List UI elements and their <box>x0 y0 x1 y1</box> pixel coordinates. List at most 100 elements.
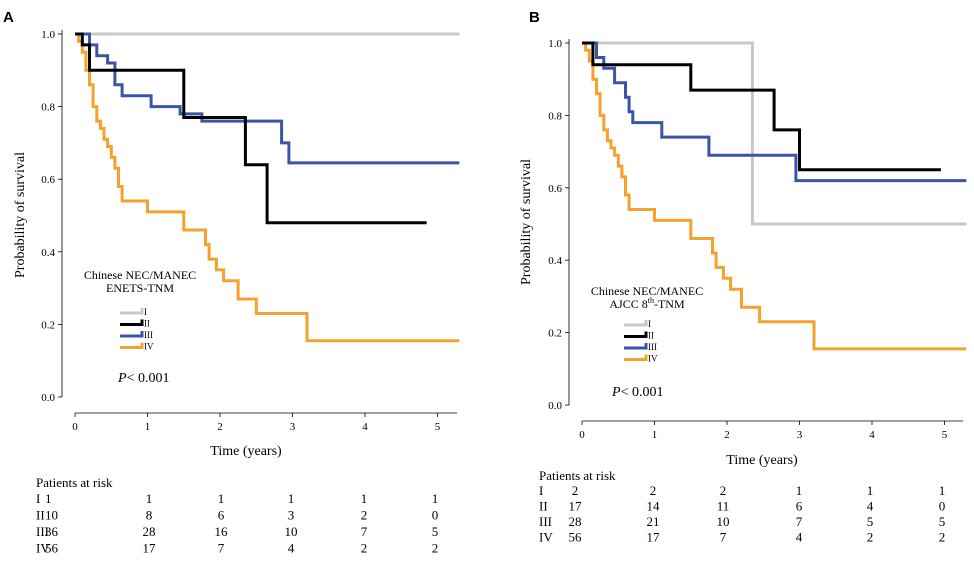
panel-b-risk-cell: 2 <box>720 483 727 498</box>
panel-a-x-axis-title: Time (years) <box>210 444 282 459</box>
panel-a-x-tick-label: 3 <box>290 421 296 433</box>
panel-a-legend-swatch-ii <box>120 319 144 326</box>
panel-b-legend-swatch-iv <box>624 354 648 361</box>
panel-a-risk-cell: 17 <box>143 541 157 556</box>
panel-b-legend-swatch-ii <box>624 331 648 338</box>
panel-a-legend-label-iii: III <box>144 330 153 340</box>
panel-a-risk-cell: 7 <box>361 524 368 539</box>
panel-b: B Probability of survival Time (years) 0… <box>519 9 967 545</box>
panel-b-y-tick-label: 0.2 <box>548 328 562 340</box>
panel-b-risk-cell: 11 <box>717 499 730 514</box>
panel-a-risk-row-label: I <box>36 491 40 506</box>
panel-b-risk-cell: 7 <box>796 514 803 529</box>
panel-a-risk-cell: 8 <box>146 508 153 523</box>
panel-b-risk-cell: 5 <box>939 514 946 529</box>
panel-a-risk-cell: 0 <box>432 508 439 523</box>
panel-a-legend-title-line2: ENETS-TNM <box>106 281 174 295</box>
panel-b-risk-cell: 4 <box>796 530 803 545</box>
panel-b-y-tick-label: 0.4 <box>548 255 562 267</box>
panel-a-y-tick-label: 0.8 <box>41 102 55 114</box>
panel-a-risk-table-title: Patients at risk <box>36 475 113 490</box>
panel-a-legend-swatch-i <box>120 308 144 315</box>
panel-b-y-tick-label: 0.6 <box>548 183 562 195</box>
panel-a-risk-row-label: III <box>36 524 49 539</box>
panel-a-x-tick-label: 5 <box>435 421 441 433</box>
panel-a-risk-cell: 6 <box>218 508 225 523</box>
panel-a-curve-iii <box>75 32 460 165</box>
panel-a-curve-iv <box>75 32 460 343</box>
panel-b-risk-cell: 21 <box>647 514 660 529</box>
panel-b-risk-cell: 0 <box>939 499 946 514</box>
panel-a-x-tick-label: 4 <box>362 421 368 433</box>
panel-b-x-tick-label: 0 <box>579 429 585 441</box>
panel-a-risk-cell: 2 <box>361 508 368 523</box>
panel-b-y-tick-label: 1.0 <box>548 38 562 50</box>
panel-a-legend-swatch-iii <box>120 331 144 338</box>
panel-b-risk-cell: 7 <box>720 530 727 545</box>
panel-b-curve-iii <box>582 41 967 183</box>
panel-b-risk-cell: 2 <box>939 530 946 545</box>
panel-b-legend-swatch-i <box>624 320 648 327</box>
panel-b-plot-area: 0.0 0.2 0.4 0.6 0.8 1.0 0 1 2 3 4 5 <box>548 38 967 441</box>
panel-b-risk-cell: 1 <box>796 483 803 498</box>
panel-a-risk-row-label: IV <box>36 541 50 556</box>
panel-a-legend-label-ii: II <box>144 319 150 329</box>
panel-b-legend-swatch-iii <box>624 343 648 350</box>
panel-b-x-tick-label: 2 <box>724 429 730 441</box>
panel-b-y-axis-title: Probability of survival <box>519 159 534 285</box>
panel-a-y-tick-label: 0.4 <box>41 247 55 259</box>
panel-a-risk-cell: 1 <box>361 491 368 506</box>
panel-a-risk-cell: 28 <box>143 524 156 539</box>
panel-b-letter: B <box>529 9 540 26</box>
panel-b-risk-cell: 6 <box>796 499 803 514</box>
panel-b-risk-cell: 5 <box>867 514 874 529</box>
panel-b-legend-label-ii: II <box>648 331 654 341</box>
panel-b-risk-cell: 2 <box>650 483 657 498</box>
panel-b-risk-cell: 1 <box>867 483 874 498</box>
panel-a-risk-cell: 1 <box>288 491 295 506</box>
panel-a-risk-cell: 10 <box>45 508 58 523</box>
panel-a-risk-cell: 1 <box>146 491 153 506</box>
panel-a-legend-swatch-iv <box>120 342 144 349</box>
panel-b-legend-label-iv: IV <box>648 354 658 364</box>
panel-a-legend-label-i: I <box>144 307 147 317</box>
panel-b-legend-label-iii: III <box>648 342 657 352</box>
panel-b-risk-row-label: III <box>539 514 552 529</box>
panel-a-y-tick-label: 0.6 <box>41 174 55 186</box>
panel-b-risk-row-label: I <box>539 483 543 498</box>
panel-b-x-axis-title: Time (years) <box>726 453 798 468</box>
panel-a-y-axis-title: Probability of survival <box>13 152 28 278</box>
panel-b-risk-row-label: IV <box>539 530 553 545</box>
panel-b-x-tick-label: 5 <box>942 429 948 441</box>
panel-a-legend-label-iv: IV <box>144 342 154 352</box>
panel-a-x-tick-label: 2 <box>217 421 223 433</box>
panel-a-risk-cell: 1 <box>45 491 52 506</box>
panel-a-p-value: P< 0.001 <box>117 371 169 386</box>
panel-a-legend-title-line1: Chinese NEC/MANEC <box>84 268 196 282</box>
panel-b-curve-i <box>582 41 967 226</box>
panel-a-curve-ii <box>75 32 427 225</box>
panel-b-x-tick-label: 1 <box>652 429 658 441</box>
panel-a-risk-cell: 36 <box>45 524 59 539</box>
panel-a-risk-cell: 3 <box>288 508 295 523</box>
panel-a-risk-cell: 5 <box>432 524 439 539</box>
panel-a-y-tick-label: 0.0 <box>41 392 55 404</box>
panel-b-risk-cell: 28 <box>569 514 582 529</box>
panel-b-risk-cell: 10 <box>717 514 730 529</box>
panel-a-y-tick-label: 0.2 <box>41 319 55 331</box>
panel-a-x-tick-label: 0 <box>72 421 78 433</box>
panel-b-risk-cell: 56 <box>569 530 583 545</box>
panel-b-y-tick-label: 0.8 <box>548 110 562 122</box>
panel-b-risk-cell: 1 <box>939 483 946 498</box>
panel-b-risk-table-title: Patients at risk <box>539 468 616 483</box>
panel-a-risk-cell: 7 <box>218 541 225 556</box>
panel-a-risk-cell: 2 <box>432 541 439 556</box>
panel-b-risk-cell: 17 <box>569 499 583 514</box>
panel-b-y-tick-label: 0.0 <box>548 400 562 412</box>
